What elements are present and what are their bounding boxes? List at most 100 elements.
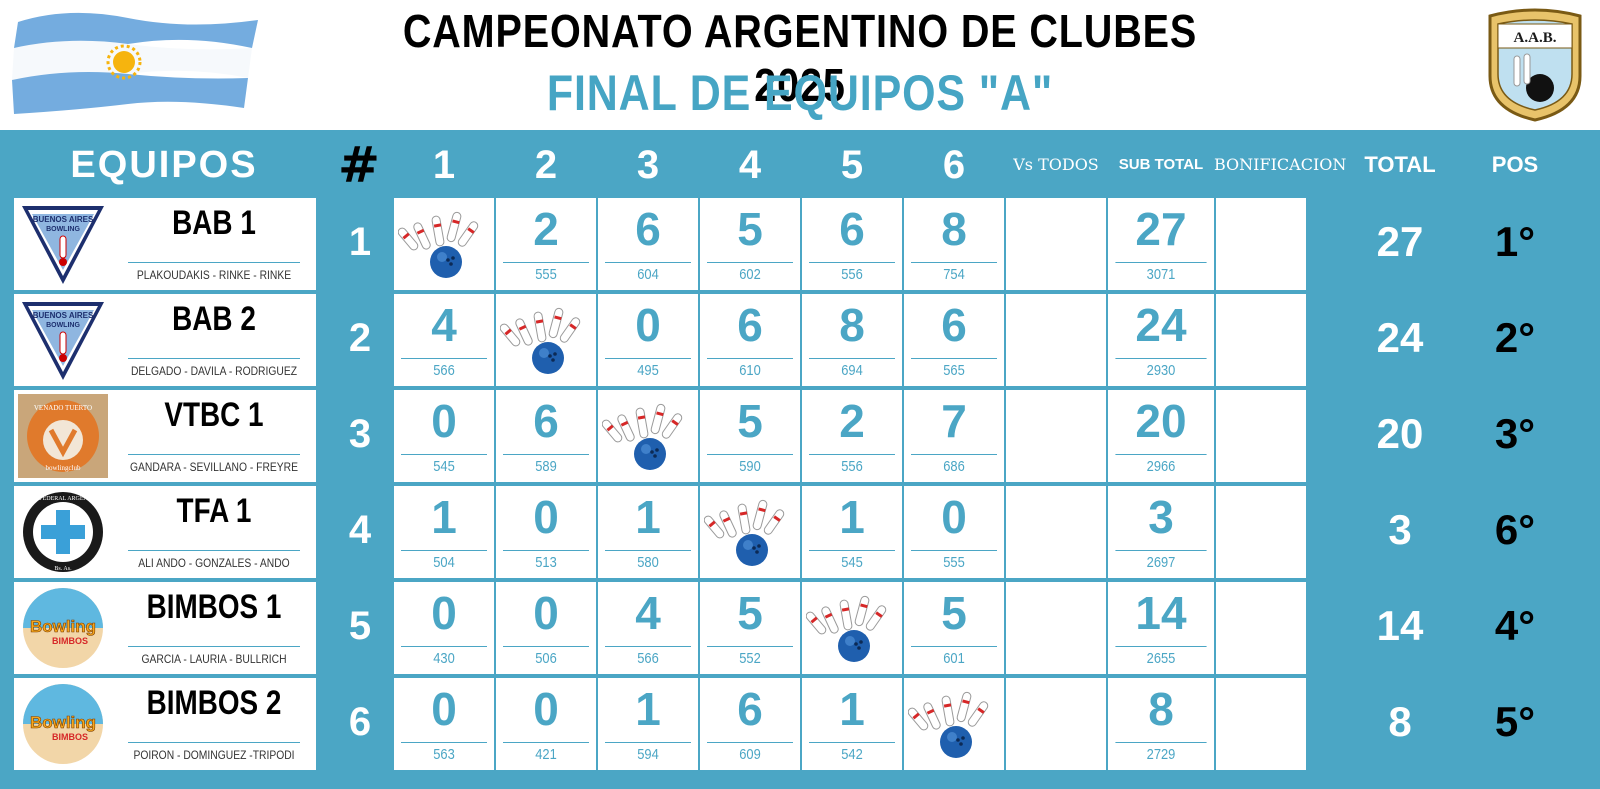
team-players: GANDARA - SEVILLANO - FREYRE (128, 454, 300, 479)
match-points: 5 (737, 395, 763, 447)
row-number: 5 (348, 604, 372, 648)
match-result-cell: 0 563 (394, 678, 494, 770)
match-result-cell: 6 589 (496, 390, 596, 482)
logo-text-top: VENADO TUERTO (34, 404, 92, 412)
sub-total-points: 14 (1135, 587, 1187, 639)
aab-crest-icon: A.A.B. (1488, 8, 1582, 122)
match-pins: 552 (707, 646, 793, 671)
buenos-aires-bowling-logo-icon: BUENOS AIRES BOWLING (22, 302, 104, 380)
match-pins: 545 (809, 550, 895, 575)
bonificacion-cell (1216, 582, 1306, 674)
sub-total-points: 20 (1135, 395, 1187, 447)
sub-total-points: 24 (1135, 299, 1187, 351)
sub-total-pins: 2729 (1115, 742, 1207, 767)
match-points: 0 (533, 587, 559, 639)
match-pins: 430 (401, 646, 487, 671)
logo-text-top: TIRO FEDERAL ARGENTINO (24, 496, 103, 502)
bonificacion-cell (1216, 678, 1306, 770)
self-match-cell (700, 486, 800, 578)
match-result-cell: 5 602 (700, 198, 800, 290)
vs-todos-cell (1006, 678, 1106, 770)
match-result-cell: 1 542 (802, 678, 902, 770)
match-result-cell: 0 421 (496, 678, 596, 770)
match-result-cell: 8 694 (802, 294, 902, 386)
bowling-pins-icon (398, 211, 479, 278)
self-match-cell (496, 294, 596, 386)
sub-total-cell: 8 2729 (1108, 678, 1214, 770)
bonificacion-cell (1216, 198, 1306, 290)
vs-todos-cell (1006, 198, 1106, 290)
header-hash: # (338, 135, 380, 194)
team-total: 3 (1388, 506, 1412, 553)
bowling-pins-icon (602, 403, 683, 470)
match-points: 4 (431, 299, 457, 351)
match-result-cell: 8 754 (904, 198, 1004, 290)
team-name: BIMBOS 1 (146, 588, 282, 626)
team-total: 24 (1376, 314, 1424, 361)
match-points: 1 (431, 491, 457, 543)
header-col-4: 4 (738, 143, 762, 187)
match-points: 6 (737, 299, 763, 351)
tiro-federal-logo-icon: TIRO FEDERAL ARGENTINO Bs. As. (23, 492, 103, 572)
match-result-cell: 0 430 (394, 582, 494, 674)
bonificacion-cell (1216, 390, 1306, 482)
bowling-pins-icon (500, 307, 581, 374)
match-points: 0 (533, 491, 559, 543)
sub-total-points: 8 (1148, 683, 1174, 735)
logo-text-bottom: bowlingclub (46, 464, 81, 472)
logo-text-top: Bowling (30, 713, 96, 732)
team-name: BIMBOS 2 (146, 684, 282, 722)
match-points: 4 (635, 587, 661, 639)
vs-todos-cell (1006, 390, 1106, 482)
bowling-pins-icon (704, 499, 785, 566)
bowling-bimbos-logo-icon: Bowling BIMBOS (23, 588, 103, 668)
sub-total-cell: 3 2697 (1108, 486, 1214, 578)
vs-todos-cell (1006, 582, 1106, 674)
match-result-cell: 6 609 (700, 678, 800, 770)
match-pins: 580 (605, 550, 691, 575)
match-points: 5 (941, 587, 967, 639)
match-pins: 556 (809, 262, 895, 287)
match-points: 5 (737, 587, 763, 639)
match-points: 0 (431, 683, 457, 735)
vs-todos-cell (1006, 486, 1106, 578)
match-result-cell: 5 590 (700, 390, 800, 482)
sub-total-pins: 2697 (1115, 550, 1207, 575)
match-pins: 513 (503, 550, 589, 575)
match-points: 0 (431, 395, 457, 447)
match-points: 6 (839, 203, 865, 255)
match-result-cell: 0 555 (904, 486, 1004, 578)
row-number: 6 (348, 700, 372, 744)
team-card: TIRO FEDERAL ARGENTINO Bs. As. TFA 1 ALI… (14, 486, 316, 578)
match-pins: 694 (809, 358, 895, 383)
match-points: 7 (941, 395, 967, 447)
team-players: DELGADO - DAVILA - RODRIGUEZ (128, 358, 300, 383)
self-match-cell (904, 678, 1004, 770)
match-pins: 594 (605, 742, 691, 767)
match-pins: 754 (911, 262, 997, 287)
match-result-cell: 2 555 (496, 198, 596, 290)
sub-total-pins: 2655 (1115, 646, 1207, 671)
match-pins: 504 (401, 550, 487, 575)
match-result-cell: 6 604 (598, 198, 698, 290)
logo-text-bottom: BIMBOS (52, 732, 88, 742)
row-number: 2 (348, 316, 372, 360)
match-points: 0 (533, 683, 559, 735)
match-points: 0 (635, 299, 661, 351)
match-pins: 566 (401, 358, 487, 383)
match-result-cell: 1 504 (394, 486, 494, 578)
match-result-cell: 5 601 (904, 582, 1004, 674)
match-pins: 602 (707, 262, 793, 287)
match-pins: 604 (605, 262, 691, 287)
team-position: 1° (1494, 218, 1536, 265)
header-col-6: 6 (942, 143, 966, 187)
team-name: VTBC 1 (164, 396, 264, 434)
sub-total-pins: 2930 (1115, 358, 1207, 383)
header-pos: POS (1491, 152, 1539, 177)
match-result-cell: 2 556 (802, 390, 902, 482)
team-card: Bowling BIMBOS BIMBOS 2 POIRON - DOMINGU… (14, 678, 316, 770)
team-position: 4° (1494, 602, 1536, 649)
match-pins: 686 (911, 454, 997, 479)
page-title: CAMPEONATO ARGENTINO DE CLUBES 2025 (402, 5, 1198, 111)
logo-text-bottom: Bs. As. (54, 566, 72, 572)
